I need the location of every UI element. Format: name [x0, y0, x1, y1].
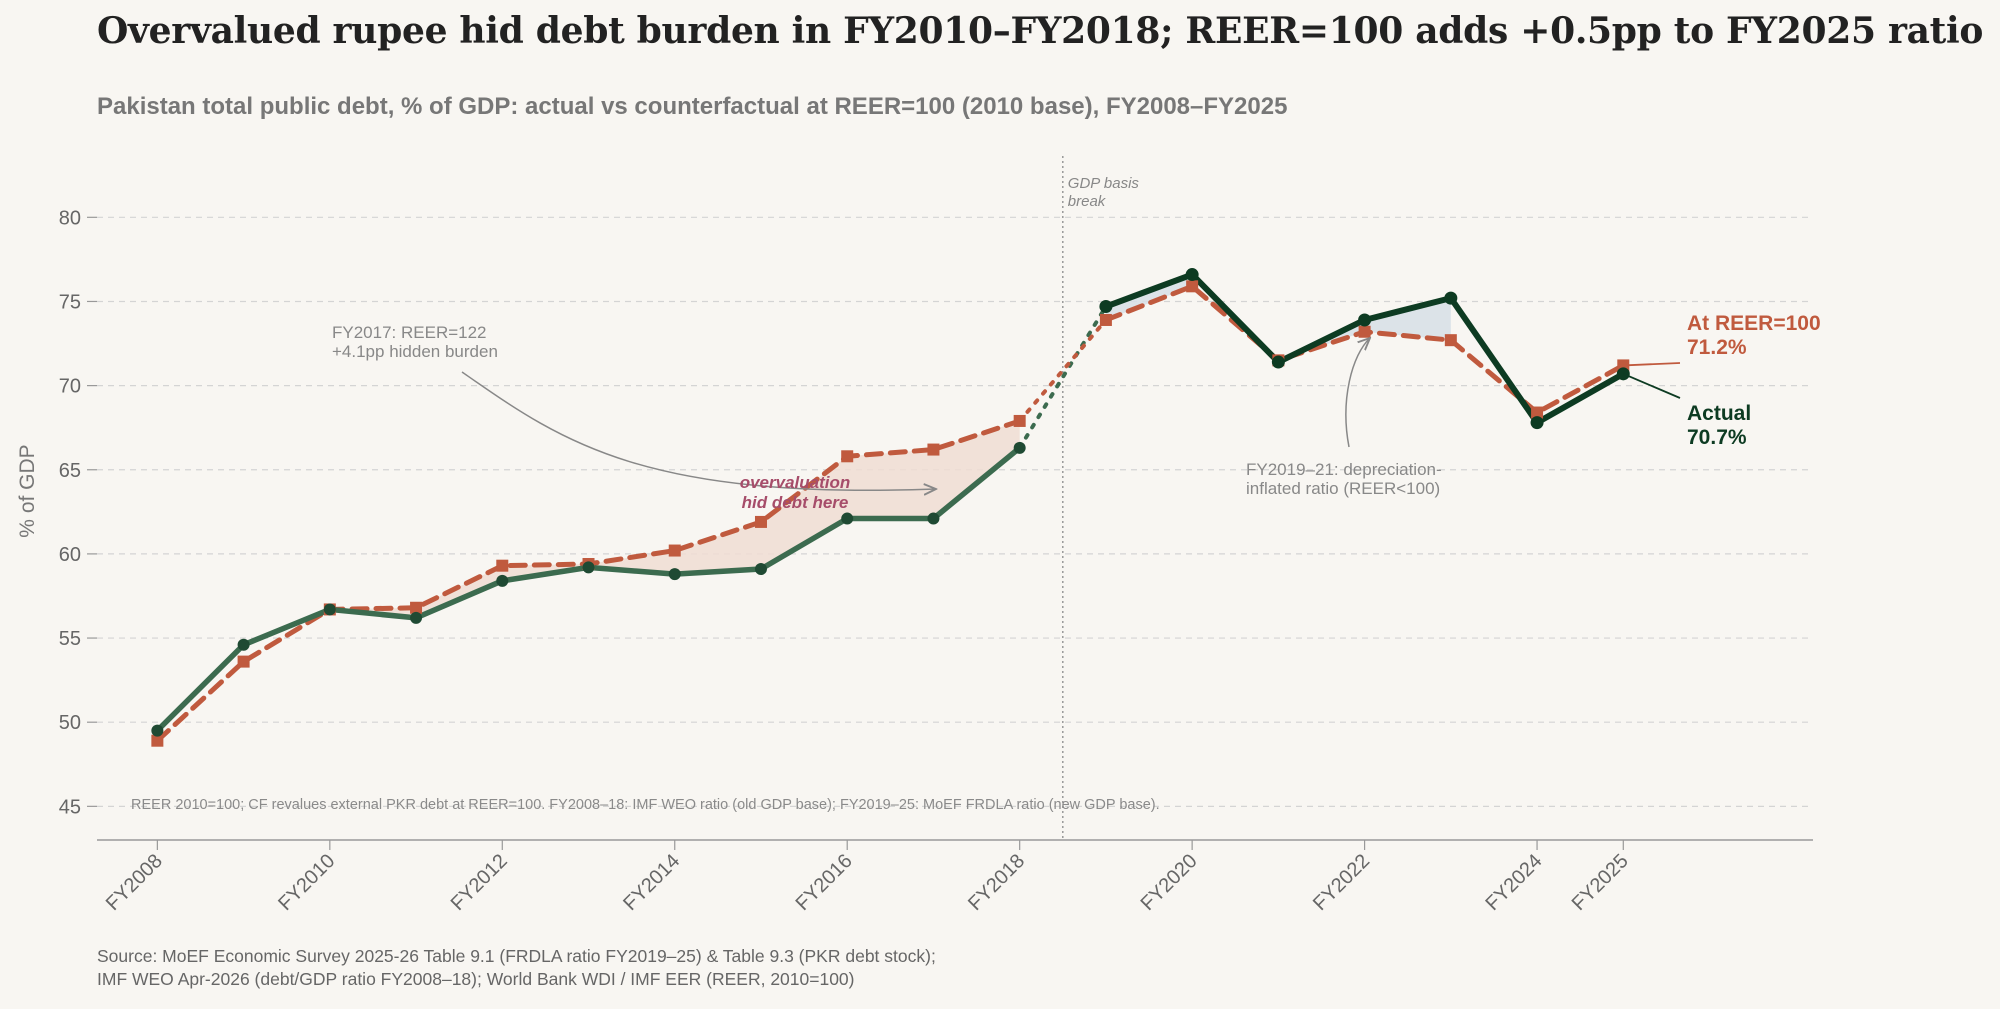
- actual-point: [496, 574, 509, 587]
- actual-point: [1013, 441, 1026, 454]
- x-tick-label: FY2014: [619, 850, 684, 915]
- actual-point: [237, 638, 250, 651]
- actual-point: [1099, 300, 1113, 314]
- counterfactual-point: [151, 734, 164, 747]
- counterfactual-bridge-line: [1017, 317, 1108, 423]
- actual-point: [410, 611, 423, 624]
- x-tick-label: FY2020: [1137, 850, 1202, 915]
- counterfactual-point: [754, 515, 767, 528]
- overvaluation-label: hid debt here: [742, 493, 849, 512]
- depreciation-annotation: FY2019–21: depreciation-: [1246, 460, 1442, 479]
- actual-point: [1530, 416, 1544, 430]
- actual-point: [841, 512, 854, 525]
- y-tick-label: 65: [59, 460, 81, 482]
- gridlines: [97, 216, 1813, 807]
- counterfactual-point: [927, 443, 940, 456]
- basis-break-label: GDP basis: [1068, 175, 1140, 192]
- annotations: FY2017: REER=122+4.1pp hidden burden over…: [131, 323, 1442, 813]
- chart-title: Overvalued rupee hid debt burden in FY20…: [97, 10, 1984, 52]
- depreciation-shading: [1105, 274, 1193, 320]
- counterfactual-point: [1013, 414, 1026, 427]
- depreciation-arrow: [1345, 338, 1370, 448]
- footnote: REER 2010=100; CF revalues external PKR …: [131, 797, 1160, 813]
- actual-point: [1271, 355, 1285, 369]
- counterfactual-end-label: At REER=100: [1687, 312, 1821, 335]
- actual-point: [668, 568, 681, 581]
- counterfactual-line-new-base: [1103, 283, 1626, 416]
- counterfactual-point: [1531, 406, 1544, 419]
- actual-point: [1358, 313, 1372, 327]
- x-tick-label: FY2010: [274, 850, 339, 915]
- series-markers: [151, 268, 1630, 747]
- counterfactual-point: [668, 544, 681, 557]
- y-tick-label: 60: [59, 544, 81, 566]
- counterfactual-point: [496, 559, 509, 572]
- y-tick-label: 55: [59, 628, 81, 650]
- y-tick-label: 75: [59, 291, 81, 313]
- fy2017-annotation: +4.1pp hidden burden: [332, 342, 498, 361]
- y-tick-label: 80: [59, 207, 81, 229]
- source-line: IMF WEO Apr-2026 (debt/GDP ratio FY2008–…: [97, 969, 855, 989]
- counterfactual-label-leader: [1623, 362, 1681, 367]
- fy2017-arrow: [461, 371, 936, 490]
- counterfactual-point: [1444, 334, 1457, 347]
- overvaluation-label: overvaluation: [740, 473, 851, 492]
- x-tick-label: FY2018: [964, 850, 1029, 915]
- actual-bridge-line: [1017, 304, 1108, 450]
- counterfactual-point: [237, 655, 250, 668]
- counterfactual-point: [1358, 325, 1371, 338]
- actual-point: [151, 724, 164, 737]
- counterfactual-point: [841, 450, 854, 463]
- counterfactual-end-value: 71.2%: [1687, 336, 1747, 359]
- x-tick-label: FY2012: [447, 850, 512, 915]
- y-tick-label: 45: [59, 796, 81, 818]
- basis-break-label: break: [1068, 193, 1107, 210]
- fy2017-annotation: FY2017: REER=122: [332, 323, 487, 342]
- actual-point: [582, 561, 595, 574]
- y-axis-label: % of GDP: [16, 444, 39, 537]
- counterfactual-point: [1186, 280, 1199, 293]
- actual-point: [754, 563, 767, 576]
- y-tick-label: 70: [59, 376, 81, 398]
- actual-line-new-base: [1102, 271, 1627, 426]
- x-tick-label: FY2016: [792, 850, 857, 915]
- counterfactual-point: [1099, 313, 1112, 326]
- x-tick-label: FY2022: [1309, 850, 1374, 915]
- x-tick-label: FY2008: [102, 850, 167, 915]
- actual-point: [1185, 268, 1199, 282]
- actual-point: [1444, 291, 1458, 305]
- actual-label-leader: [1622, 373, 1681, 399]
- actual-end-label: Actual: [1687, 402, 1751, 425]
- x-tick-label: FY2025: [1568, 850, 1633, 915]
- actual-point: [927, 512, 940, 525]
- y-tick-label: 50: [59, 712, 81, 734]
- source-line: Source: MoEF Economic Survey 2025-26 Tab…: [97, 946, 936, 966]
- x-tick-label: FY2024: [1481, 850, 1546, 915]
- source-note: Source: MoEF Economic Survey 2025-26 Tab…: [97, 945, 936, 991]
- counterfactual-point: [410, 601, 423, 614]
- actual-end-value: 70.7%: [1687, 426, 1747, 449]
- chart-subtitle: Pakistan total public debt, % of GDP: ac…: [97, 93, 1288, 120]
- depreciation-annotation: inflated ratio (REER<100): [1246, 479, 1440, 498]
- actual-point: [323, 603, 336, 616]
